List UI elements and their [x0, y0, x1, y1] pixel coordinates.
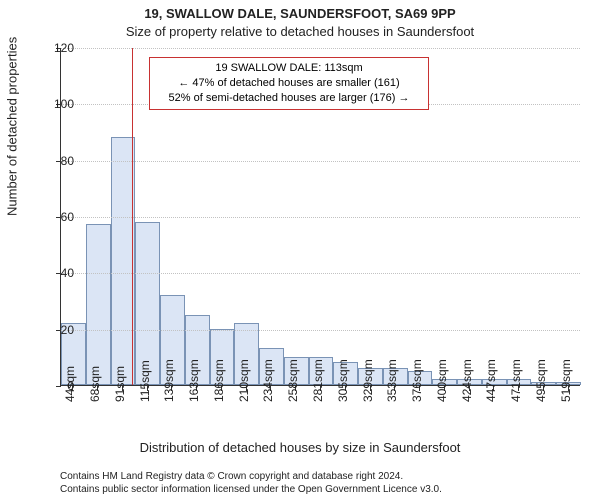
plot-area: 19 SWALLOW DALE: 113sqm← 47% of detached… [60, 48, 580, 386]
y-tick-label: 20 [34, 323, 74, 337]
chart-subtitle: Size of property relative to detached ho… [0, 24, 600, 39]
gridline [61, 330, 580, 331]
annotation-line: 52% of semi-detached houses are larger (… [156, 91, 422, 106]
y-tick-label: 80 [34, 154, 74, 168]
y-axis-label: Number of detached properties [5, 37, 20, 216]
histogram-bar [86, 224, 111, 385]
annotation-line: ← 47% of detached houses are smaller (16… [156, 76, 422, 91]
gridline [61, 48, 580, 49]
property-size-histogram: 19, SWALLOW DALE, SAUNDERSFOOT, SA69 9PP… [0, 0, 600, 500]
footer-attribution: Contains HM Land Registry data © Crown c… [60, 471, 582, 496]
gridline [61, 161, 580, 162]
y-tick-label: 40 [34, 266, 74, 280]
x-axis-label: Distribution of detached houses by size … [0, 440, 600, 455]
gridline [61, 217, 580, 218]
gridline [61, 273, 580, 274]
chart-title: 19, SWALLOW DALE, SAUNDERSFOOT, SA69 9PP [0, 6, 600, 21]
footer-line-2: Contains public sector information licen… [60, 484, 582, 497]
reference-marker-line [132, 48, 133, 385]
annotation-box: 19 SWALLOW DALE: 113sqm← 47% of detached… [149, 57, 429, 110]
y-tick-label: 120 [34, 41, 74, 55]
annotation-line: 19 SWALLOW DALE: 113sqm [156, 61, 422, 76]
y-tick-label: 60 [34, 210, 74, 224]
footer-line-1: Contains HM Land Registry data © Crown c… [60, 471, 582, 484]
y-tick-label: 100 [34, 97, 74, 111]
